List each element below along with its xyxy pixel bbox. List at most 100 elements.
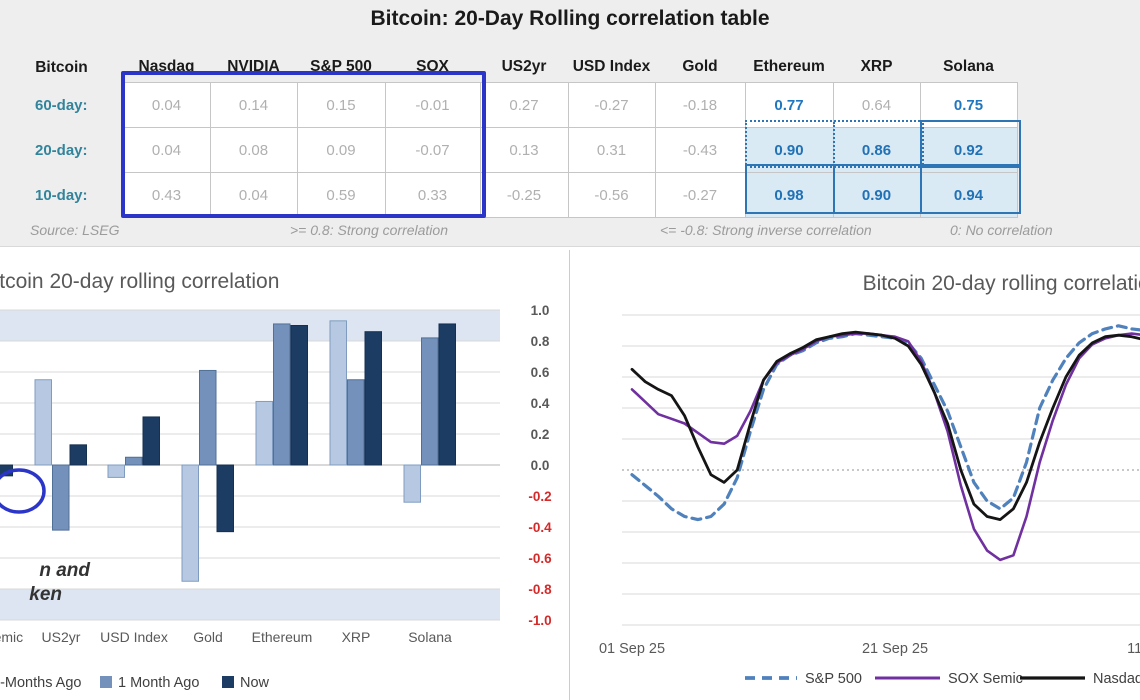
row-label: 10-day: [34, 186, 88, 204]
line-chart-correlation-timeseries: Bitcoin 20-day rolling correlation 01 Sep… [599, 272, 1140, 687]
table-cell: 0.59 [296, 172, 386, 218]
x-axis-category-label: US2yr [42, 629, 81, 645]
table-cell: 0.75 [919, 82, 1018, 128]
y-axis-tick-label: -0.8 [528, 582, 552, 597]
column-header-0: Nasdaq [138, 58, 195, 75]
table-cell: -0.18 [654, 82, 746, 128]
column-header-5: USD Index [572, 58, 651, 75]
x-axis-date-label: 21 Sep 25 [862, 641, 928, 657]
column-header-2: S&P 500 [310, 58, 372, 75]
strong-correlation-band [0, 589, 500, 620]
row-label: 20-day: [34, 141, 88, 159]
rule-strong-label: >= 0.8: Strong correlation [290, 222, 448, 238]
legend-swatch [222, 676, 234, 688]
bar-3-months-ago [255, 400, 273, 466]
x-axis-category-label: XRP [342, 629, 371, 645]
table-row: 60-day: 0.04 0.14 0.15 -0.01 0.27 -0.27 -0.18 0.… [0, 82, 1018, 128]
annotation-text-line1: n and [39, 560, 90, 581]
legend-label: S&P 500 [805, 671, 862, 687]
page-title: Bitcoin: 20-Day Rolling correlation tabl… [370, 7, 770, 30]
legend-label: Nasdaq [1093, 671, 1140, 687]
bar-3-months-ago [107, 464, 125, 478]
y-axis-tick-label: 1.0 [531, 303, 550, 318]
y-axis-tick-label: -0.6 [528, 551, 552, 566]
source-label: Source: LSEG [30, 222, 120, 238]
bar-now [69, 444, 87, 466]
y-axis-tick-label: 0.6 [531, 365, 550, 380]
table-cell: 0.09 [296, 127, 386, 173]
table-cell: 0.86 [832, 127, 921, 173]
column-header-6: Gold [682, 58, 718, 75]
y-axis-tick-label: 0.2 [531, 427, 550, 442]
rule-none-label: 0: No correlation [950, 222, 1053, 238]
annotation-circle [0, 468, 46, 514]
bar-now [438, 323, 456, 466]
table-cell: 0.43 [122, 172, 211, 218]
x-axis-date-label: 01 Sep 25 [599, 641, 665, 657]
y-axis-tick-label: -0.4 [528, 520, 552, 535]
column-header-3: SOX [416, 58, 449, 75]
table-cell: 0.04 [209, 172, 298, 218]
table-cell: -0.43 [654, 127, 746, 173]
table-row: 20-day: 0.04 0.08 0.09 -0.07 0.13 0.31 -0.43 0.9… [0, 127, 1018, 173]
rule-inverse-label: <= -0.8: Strong inverse correlation [660, 222, 872, 238]
table-cell: 0.90 [832, 172, 921, 218]
bar-now [290, 325, 308, 466]
table-cell: 0.98 [744, 172, 834, 218]
legend-label: Now [240, 675, 270, 691]
legend-label: 1 Month Ago [118, 675, 199, 691]
bar-now [142, 416, 160, 466]
y-axis-tick-label: -0.2 [528, 489, 551, 504]
column-header-7: Ethereum [753, 58, 825, 75]
legend-swatch [100, 676, 112, 688]
annotation-text-line2: ken [29, 584, 62, 605]
bar-3-months-ago [181, 464, 199, 582]
table-cell: -0.01 [384, 82, 481, 128]
table-footer: Source: LSEG >= 0.8: Strong correlation … [0, 222, 1140, 242]
x-axis-category-label: SOX Semic [0, 629, 23, 645]
row-label: 60-day: [34, 96, 88, 114]
y-axis-tick-label: 0.0 [531, 458, 550, 473]
table-cell: 0.64 [832, 82, 921, 128]
x-axis-category-label: Ethereum [252, 629, 313, 645]
table-cell: 0.33 [384, 172, 481, 218]
bar-1-month-ago [125, 456, 143, 466]
table-cell: 0.15 [296, 82, 386, 128]
x-axis-category-label: Gold [193, 629, 223, 645]
correlation-table: Bitcoin Nasdaq NVIDIA S&P 500 SOX US2yr USD I… [0, 42, 1018, 218]
y-axis-tick-label: -1.0 [528, 613, 551, 628]
table-cell: 0.04 [122, 82, 211, 128]
bar-chart-title: Bitcoin 20-day rolling correlation [0, 270, 279, 293]
legend-label: SOX Semic [948, 671, 1023, 687]
panel-divider [569, 250, 570, 700]
table-cell: 0.27 [479, 82, 569, 128]
column-header-1: NVIDIA [227, 58, 280, 75]
table-cell: 0.14 [209, 82, 298, 128]
table-cell: 0.13 [479, 127, 569, 173]
column-header-9: Solana [943, 58, 994, 75]
bar-3-months-ago [34, 379, 52, 466]
table-header-row: Bitcoin Nasdaq NVIDIA S&P 500 SOX US2yr USD I… [0, 42, 1017, 83]
table-corner-label: Bitcoin [35, 58, 88, 76]
table-cell: -0.07 [384, 127, 481, 173]
bar-1-month-ago [52, 464, 70, 531]
bar-1-month-ago [347, 379, 365, 466]
column-header-8: XRP [860, 58, 893, 75]
bar-3-months-ago [329, 320, 347, 466]
y-axis-tick-label: 0.8 [531, 334, 550, 349]
table-cell: 0.94 [919, 172, 1018, 218]
bar-1-month-ago [421, 337, 439, 466]
bar-1-month-ago [273, 323, 291, 466]
x-axis-date-label: 11 Oct 25 [1127, 641, 1140, 657]
x-axis-category-label: USD Index [100, 629, 168, 645]
table-cell: -0.56 [567, 172, 656, 218]
strong-correlation-band [0, 310, 500, 341]
bar-chart-correlation-by-asset: 1.0 0.8 0.6 0.4 0.2 0.0 -0.2 -0.4 -0.6 -0.8 -1.0 Bi… [0, 270, 552, 691]
table-cell: 0.77 [744, 82, 834, 128]
line-series-s-p-500 [630, 324, 1140, 522]
line-series-sox-semic [630, 332, 1140, 562]
table-cell: -0.25 [479, 172, 569, 218]
legend-label: 3-Months Ago [0, 675, 81, 691]
line-chart-title: Bitcoin 20-day rolling correlation [863, 272, 1140, 295]
